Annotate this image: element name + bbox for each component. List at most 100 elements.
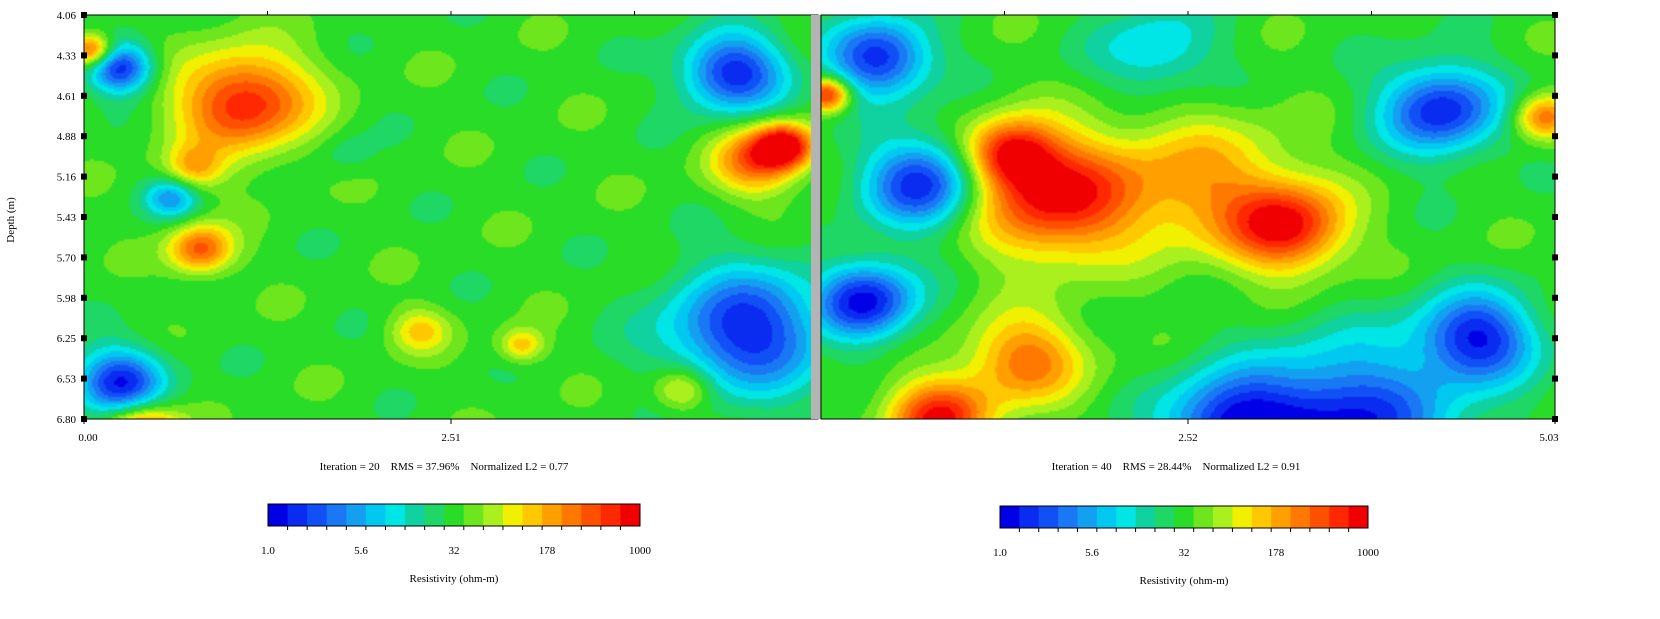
right-y-tick-mark [1552,12,1558,18]
right-x-axis: 2.52 5.03 [1004,11,1559,444]
y-tick-label: 5.16 [57,172,77,184]
y-tick-label: 5.70 [57,252,77,264]
right-colorbar-cell [1096,506,1117,528]
left-colorbar-tick-label: 178 [539,545,556,557]
right-colorbar-cell [1038,506,1059,528]
left-colorbar-label: Resistivity (ohm-m) [410,573,499,585]
right-y-tick-mark [1552,294,1558,301]
right-y-tick-mark [1552,375,1558,382]
right-colorbar-cells [1000,506,1369,528]
left-colorbar-cell [326,504,347,526]
left-colorbar-cell [502,504,523,526]
y-tick-label: 6.53 [57,374,77,386]
left-colorbar-cell [268,504,288,526]
right-y-tick-mark [1552,214,1558,220]
right-colorbar-cell [1213,506,1233,528]
y-tick-mark [81,92,87,99]
right-colorbar-cell [1290,506,1311,528]
right-colorbar-cell [1135,506,1156,528]
right-colorbar-tick-label: 5.6 [1085,547,1099,559]
y-tick-label: 6.80 [57,414,77,426]
left-colorbar-tick-label: 5.6 [354,545,368,557]
left-resistivity-heatmap [84,15,818,419]
right-colorbar-cell [1116,506,1136,528]
y-tick-mark [81,375,87,382]
left-colorbar-cell [307,504,328,526]
right-y-tick-mark [1552,173,1558,180]
left-colorbar-cell [424,504,445,526]
left-colorbar-cell [385,504,406,526]
panel-divider [811,15,821,419]
right-colorbar-label: Resistivity (ohm-m) [1140,575,1229,587]
x-tick-label: 2.52 [1178,432,1197,444]
right-colorbar-cell [1309,506,1330,528]
right-colorbar-tick-label: 1.0 [993,547,1007,559]
right-colorbar-tick-label: 1000 [1357,547,1380,559]
left-colorbar-cell [444,504,465,526]
left-caption: Iteration = 20 RMS = 37.96% Normalized L… [320,461,569,473]
y-tick-label: 4.88 [57,131,77,143]
left-panel: 4.06 4.33 4.61 4.88 5.16 5.43 5.70 5.98 6.25 6.53… [5,10,819,585]
right-colorbar-cell [1019,506,1040,528]
y-tick-label: 5.98 [57,293,77,305]
right-resistivity-heatmap [821,15,1555,419]
left-colorbar-cell [287,504,308,526]
left-colorbar-cell [483,504,504,526]
y-tick-label: 4.61 [57,91,76,103]
left-colorbar-cell [600,504,621,526]
right-colorbar-cell [1271,506,1291,528]
right-colorbar-ticks: 1.0 5.6 32 178 1000 [993,528,1380,559]
y-tick-mark [81,133,87,140]
right-colorbar-cell [1058,506,1078,528]
right-y-tick-mark [1552,254,1558,261]
y-tick-mark [81,173,87,180]
left-colorbar-cell [581,504,602,526]
y-axis-title: Depth (m) [5,197,17,243]
left-colorbar-cell [561,504,582,526]
y-tick-mark [81,12,87,18]
left-colorbar-tick-label: 1.0 [261,545,275,557]
y-tick-label: 4.33 [57,50,77,62]
left-y-axis: 4.06 4.33 4.61 4.88 5.16 5.43 5.70 5.98 6.25 6.53… [57,10,87,426]
left-colorbar-cell [405,504,426,526]
x-tick-label: 5.03 [1539,432,1559,444]
left-colorbar-ticks: 1.0 5.6 32 178 1000 [261,526,652,557]
right-colorbar-cell [1000,506,1020,528]
right-colorbar-cell [1329,506,1350,528]
right-colorbar: 1.0 5.6 32 178 1000 Resistivity (ohm-m) [993,505,1380,587]
left-colorbar-cells [268,504,641,526]
right-colorbar-tick-label: 32 [1179,547,1190,559]
left-colorbar-cell [620,504,641,526]
left-colorbar-tick-label: 1000 [629,545,652,557]
right-y-axis [1552,12,1558,422]
x-tick-label: 0.00 [78,432,98,444]
y-tick-mark [81,52,87,59]
right-colorbar-cell [1077,506,1098,528]
right-colorbar-cell [1154,506,1175,528]
right-y-tick-mark [1552,335,1558,342]
right-y-tick-mark [1552,133,1558,140]
left-colorbar-tick-label: 32 [449,545,460,557]
left-colorbar-cell [365,504,386,526]
y-tick-mark [81,294,87,301]
right-panel: 2.52 5.03 Iteration = 40 RMS = 28.44% Nor… [820,11,1559,587]
right-y-tick-mark [1552,52,1558,59]
y-tick-mark [81,335,87,342]
y-tick-label: 4.06 [57,10,77,22]
left-x-axis: 0.00 2.51 [78,11,635,444]
right-y-tick-mark [1552,92,1558,99]
right-colorbar-cell [1232,506,1253,528]
left-colorbar-cell [542,504,563,526]
y-tick-label: 5.43 [57,212,77,224]
right-colorbar-tick-label: 178 [1268,547,1285,559]
right-caption: Iteration = 40 RMS = 28.44% Normalized L… [1052,461,1301,473]
left-colorbar-cell [346,504,367,526]
right-colorbar-cell [1348,506,1369,528]
left-colorbar-cell [463,504,484,526]
right-colorbar-cell [1251,506,1272,528]
x-tick-label: 2.51 [441,432,460,444]
y-tick-mark [81,214,87,220]
left-colorbar-cell [522,504,543,526]
right-colorbar-cell [1193,506,1214,528]
